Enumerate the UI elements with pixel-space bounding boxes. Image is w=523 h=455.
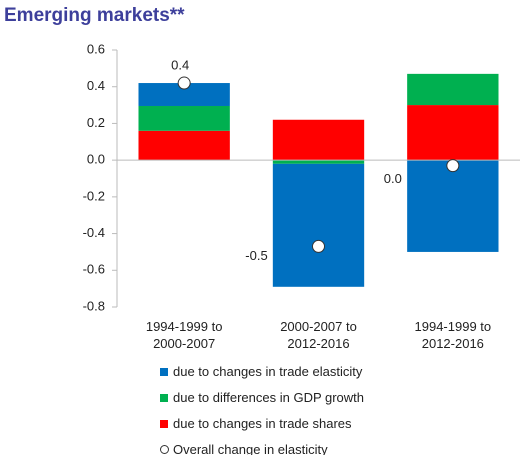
bar-segment [138,83,230,106]
legend-item: Overall change in elasticity [160,442,328,455]
overall-marker [177,76,191,90]
legend-item: due to changes in trade elasticity [160,364,362,379]
legend-swatch [160,393,168,402]
bar-segment [138,105,230,131]
x-tick-label: 1994-1999 to 2012-2016 [414,319,492,351]
legend-label: due to changes in trade shares [173,416,352,431]
bar-segment [407,105,499,161]
legend-swatch [160,419,168,428]
y-tick-label: -0.8 [83,298,105,313]
y-tick-label: -0.6 [83,262,105,277]
legend-item: due to changes in trade shares [160,416,352,431]
bar-segment [272,119,365,161]
legend-swatch [160,367,168,376]
value-label: -0.5 [245,248,267,263]
y-tick-label: 0.2 [87,115,105,130]
value-label: 0.0 [384,171,402,186]
legend-swatch [160,445,169,454]
bar-segment [138,130,230,161]
y-tick-label: 0.4 [87,78,105,93]
bar-segment [272,163,365,287]
x-tick-label: 1994-1999 to 2000-2007 [145,319,223,351]
overall-marker [446,159,460,173]
y-tick-label: 0.0 [87,152,105,167]
value-label: 0.4 [171,57,189,72]
bar-segment [272,160,365,164]
legend-label: Overall change in elasticity [173,442,328,455]
y-tick-label: -0.2 [83,188,105,203]
legend-label: due to differences in GDP growth [173,390,365,405]
legend-label: due to changes in trade elasticity [173,364,363,379]
bar-segment [407,73,499,106]
overall-marker [312,239,325,253]
chart-title: Emerging markets** [4,5,185,26]
legend-item: due to differences in GDP growth [160,390,364,405]
y-tick-label: 0.6 [87,41,105,56]
bar-segment [407,160,499,252]
x-tick-label: 2000-2007 to 2012-2016 [280,319,357,351]
y-tick-label: -0.4 [83,225,105,240]
